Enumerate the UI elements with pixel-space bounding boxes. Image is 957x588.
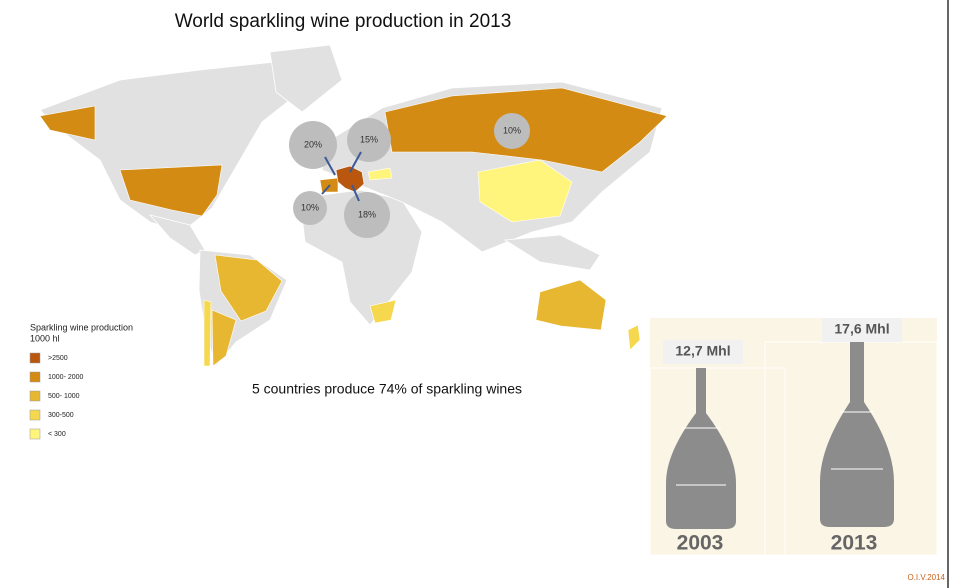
share-label: 18% [358, 209, 376, 219]
legend-swatch [29, 390, 41, 402]
legend-label: 500- 1000 [48, 393, 80, 400]
share-bubble [344, 192, 390, 238]
world-map [39, 44, 668, 367]
legend-label: >2500 [48, 355, 68, 362]
australia [535, 279, 607, 331]
alaska [39, 105, 96, 141]
share-label: 10% [503, 125, 521, 135]
amount-box [822, 318, 902, 342]
ukraine [367, 167, 393, 181]
legend-label: < 300 [48, 431, 66, 438]
legend: Sparkling wine production 1000 hl >2500 1… [29, 322, 133, 440]
southeast-asia [503, 234, 601, 271]
credit: O.I.V.2014 [907, 573, 945, 582]
arrow [324, 156, 336, 176]
argentina [211, 309, 237, 367]
greenland [269, 44, 343, 113]
legend-unit: 1000 hl [30, 333, 60, 343]
bottle-panel: 12,7 Mhl 17,6 Mhl 2003 2013 [649, 318, 938, 556]
share-bubble [293, 191, 327, 225]
amount: 17,6 Mhl [834, 321, 889, 337]
legend-swatch [29, 371, 41, 383]
share-label: 10% [301, 202, 319, 212]
china [477, 159, 573, 223]
usa [119, 164, 223, 217]
legend-swatch [29, 352, 41, 364]
south-africa [369, 299, 397, 324]
bottle-2013 [820, 342, 894, 527]
legend-label: 300-500 [48, 412, 74, 419]
caption: 5 countries produce 74% of sparkling win… [252, 381, 522, 397]
legend-title: Sparkling wine production [30, 322, 133, 332]
brazil [214, 254, 283, 322]
legend-swatch [29, 409, 41, 421]
north-america [39, 61, 301, 233]
arrow [351, 184, 360, 202]
legend-label: 1000- 2000 [48, 374, 84, 381]
arrow [321, 184, 331, 195]
share-label: 20% [304, 139, 322, 149]
share-label: 15% [360, 134, 378, 144]
frame [649, 367, 786, 556]
year: 2003 [677, 532, 724, 555]
share-bubble [347, 118, 391, 162]
amount: 12,7 Mhl [675, 343, 730, 359]
legend-swatch [29, 428, 41, 440]
amount-box [663, 340, 743, 364]
arrow [349, 151, 362, 173]
bubble-group: 20% 15% 10% 10% 18% [289, 113, 530, 238]
new-zealand [627, 324, 641, 351]
bottle-2003 [666, 368, 736, 529]
chile [203, 299, 212, 367]
share-bubble [494, 113, 530, 149]
year: 2013 [831, 532, 878, 555]
title: World sparkling wine production in 2013 [175, 11, 512, 32]
